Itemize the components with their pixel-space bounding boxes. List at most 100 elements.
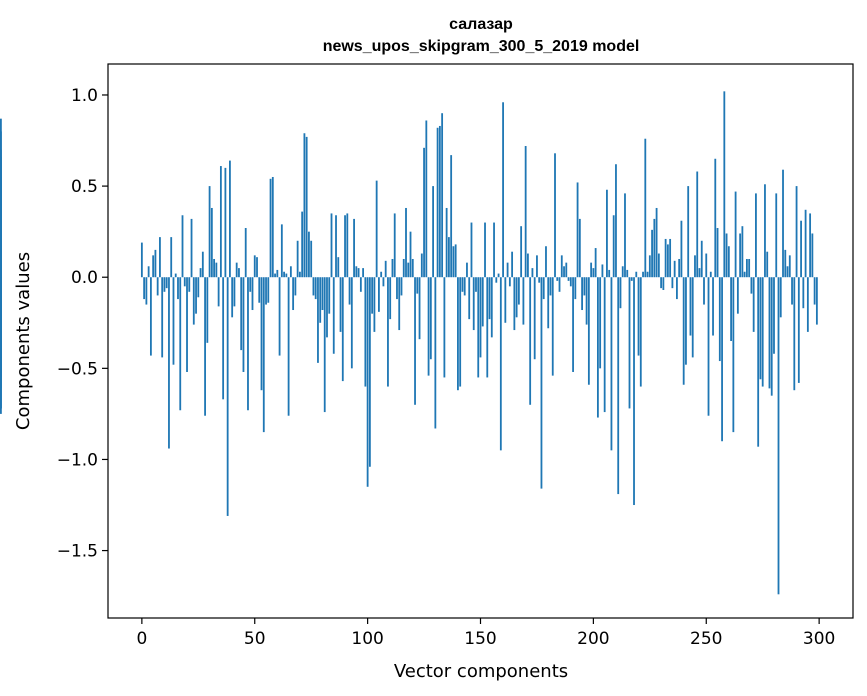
bars-group [0, 91, 818, 595]
bar [247, 277, 249, 411]
bar [542, 277, 545, 300]
bar [791, 277, 793, 305]
bar [470, 222, 473, 278]
bar [560, 255, 563, 278]
bar [486, 277, 489, 378]
bar [551, 277, 554, 376]
bar [350, 277, 353, 369]
bar [739, 233, 742, 278]
bar [192, 277, 195, 325]
bar [143, 277, 146, 300]
bar [484, 222, 486, 278]
bar [177, 277, 179, 300]
bar [536, 255, 538, 278]
bar [574, 277, 577, 300]
bar [441, 113, 444, 278]
bar [375, 180, 378, 278]
bar [156, 277, 159, 296]
bar [784, 249, 787, 278]
bar [271, 176, 274, 278]
bar [723, 91, 726, 278]
bar [558, 277, 561, 292]
bar [773, 277, 775, 354]
bar [267, 277, 270, 303]
bar [531, 268, 534, 278]
bar [603, 277, 606, 413]
bar [682, 277, 685, 385]
bar [714, 158, 717, 278]
bar [621, 266, 624, 278]
bar [563, 266, 565, 278]
bar [637, 277, 640, 356]
bar [260, 277, 263, 391]
bar [601, 264, 604, 278]
bar [504, 277, 507, 323]
bar [429, 277, 432, 360]
bar [628, 277, 631, 409]
x-tick-label: 250 [690, 629, 722, 649]
bar [721, 277, 723, 442]
bar [804, 209, 807, 278]
x-tick-label: 0 [136, 629, 147, 649]
bar [348, 277, 351, 305]
bar [371, 277, 374, 314]
bar [694, 255, 696, 278]
bar [691, 277, 694, 358]
bar [795, 186, 798, 278]
bar [328, 277, 331, 314]
bar [755, 193, 757, 278]
bar [567, 277, 570, 281]
bar [716, 228, 719, 278]
bar [308, 231, 310, 278]
bar [578, 218, 581, 278]
bar [642, 271, 644, 278]
bar [761, 277, 764, 387]
bar [515, 277, 518, 318]
bar [752, 277, 755, 332]
bar [782, 169, 784, 278]
x-tick-label: 200 [577, 629, 609, 649]
bar [425, 120, 428, 278]
bar [712, 277, 714, 336]
bar [538, 277, 541, 283]
bar [745, 258, 748, 278]
bar [788, 255, 791, 278]
bar [700, 240, 703, 278]
bar [393, 213, 396, 278]
bar [811, 233, 814, 278]
bar [461, 277, 464, 292]
bar [554, 153, 556, 278]
bar [696, 171, 699, 278]
bar [400, 277, 403, 296]
bar [174, 273, 177, 278]
bar [154, 249, 157, 278]
bar [414, 277, 416, 405]
bar [617, 277, 620, 495]
bar [186, 277, 188, 372]
bar [511, 251, 514, 278]
bar [411, 258, 414, 278]
bar [481, 277, 484, 327]
bar [276, 269, 279, 278]
bar [226, 277, 229, 516]
bar [802, 277, 805, 309]
bar [468, 277, 471, 320]
bar [423, 147, 425, 278]
bar [332, 277, 335, 354]
bar [585, 277, 588, 325]
bar [418, 277, 421, 340]
bar [323, 277, 326, 413]
bar [662, 277, 665, 290]
bar [545, 246, 547, 278]
bar [513, 277, 516, 331]
chart-title-line2: news_upos_skipgram_300_5_2019 model [323, 38, 640, 55]
bar [596, 277, 599, 418]
bar [547, 277, 550, 329]
bar [479, 277, 482, 358]
y-tick-label: −1.5 [57, 542, 98, 562]
bar [285, 273, 288, 278]
bar [346, 213, 349, 278]
bar [312, 277, 315, 296]
bar [179, 277, 182, 411]
bar [615, 164, 617, 278]
